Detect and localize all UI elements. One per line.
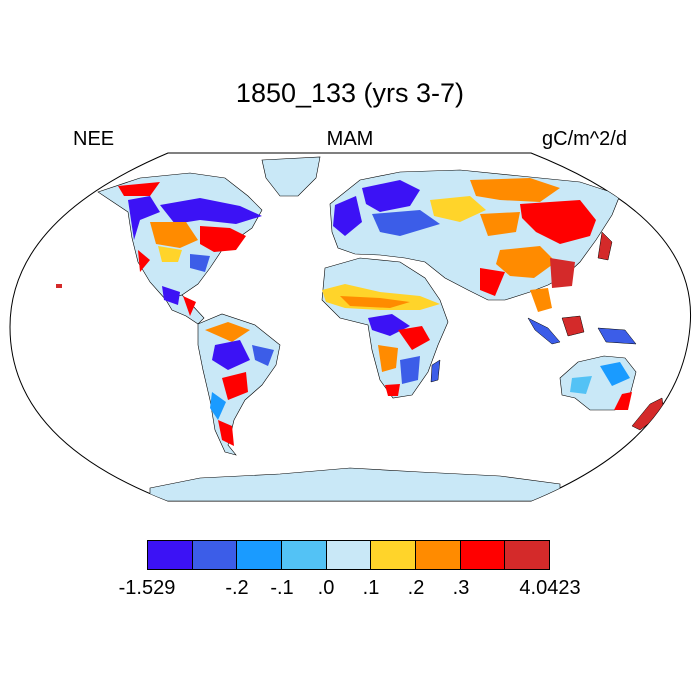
borneo xyxy=(561,315,585,337)
sumatra xyxy=(527,317,561,345)
colorbar-box xyxy=(326,541,372,569)
colorbar-box xyxy=(371,541,417,569)
variable-label: NEE xyxy=(73,128,115,150)
colorbar-box xyxy=(416,541,461,569)
antarctica xyxy=(149,467,561,501)
japan xyxy=(597,231,613,261)
units-label: gC/m^2/d xyxy=(542,128,627,150)
colorbar-tick-label: .3 xyxy=(452,577,470,599)
colorbar-box xyxy=(148,541,193,569)
colorbar-box xyxy=(192,541,238,569)
plot-title: 1850_133 (yrs 3-7) xyxy=(235,78,465,108)
new-guinea xyxy=(597,327,637,345)
colorbar-tick-label: -.2 xyxy=(225,577,249,599)
colorbar-box xyxy=(237,541,283,569)
colorbar-tick-label: -.1 xyxy=(270,577,294,599)
colorbar-tick-label: .2 xyxy=(407,577,425,599)
colorbar xyxy=(147,540,550,570)
season-label: MAM xyxy=(326,128,374,150)
flux-patches xyxy=(118,178,632,446)
colorbar-tick-label: -1.529 xyxy=(118,577,176,599)
madagascar xyxy=(430,359,441,383)
colorbar-box xyxy=(460,541,506,569)
greenland xyxy=(261,156,321,197)
colorbar-tick-label: .0 xyxy=(317,577,335,599)
colorbar-tick-label: 4.0423 xyxy=(519,577,581,599)
hawaii xyxy=(56,284,62,288)
colorbar-box xyxy=(282,541,327,569)
colorbar-box xyxy=(505,541,550,569)
colorbar-tick-label: .1 xyxy=(362,577,380,599)
